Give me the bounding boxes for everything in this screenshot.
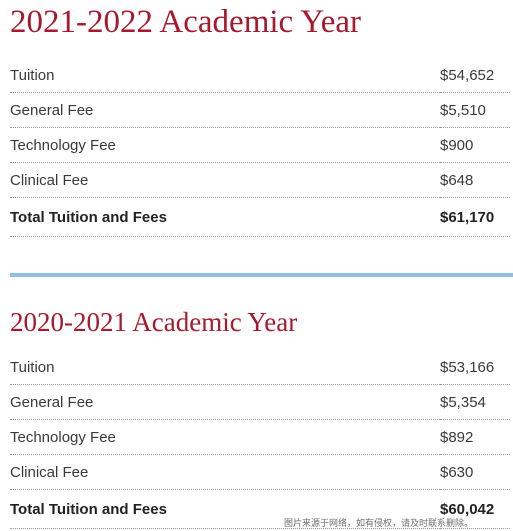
total-amount: $61,170 [440,197,510,237]
fee-label: Technology Fee [10,419,440,455]
fee-table: Tuition $53,166 General Fee $5,354 Techn… [10,350,510,529]
table-row: General Fee $5,354 [10,384,510,420]
section-title: 2021-2022 Academic Year [10,4,362,40]
table-row: Tuition $53,166 [10,350,510,385]
fee-label: Tuition [10,58,440,93]
fee-label: Tuition [10,350,440,385]
fee-amount: $54,652 [440,58,510,93]
fee-amount: $630 [440,454,510,490]
fee-amount: $5,354 [440,384,510,420]
fee-label: Clinical Fee [10,454,440,490]
academic-year-section-2020-2021: 2020-2021 Academic Year Tuition $53,166 … [10,300,510,529]
table-row: Tuition $54,652 [10,58,510,93]
total-label: Total Tuition and Fees [10,197,440,237]
total-label: Total Tuition and Fees [10,489,440,529]
fee-label: General Fee [10,92,440,128]
total-row: Total Tuition and Fees $60,042 [10,489,510,529]
fee-amount: $53,166 [440,350,510,385]
fee-amount: $900 [440,127,510,163]
table-row: Technology Fee $900 [10,127,510,163]
fee-table: Tuition $54,652 General Fee $5,510 Techn… [10,58,510,237]
total-row: Total Tuition and Fees $61,170 [10,197,510,237]
table-row: Clinical Fee $630 [10,454,510,490]
fee-label: Technology Fee [10,127,440,163]
table-row: General Fee $5,510 [10,92,510,128]
watermark-text: 图片来源于网络，如有侵权，请及时联系删除。 [283,519,473,529]
academic-year-section-2021-2022: 2021-2022 Academic Year Tuition $54,652 … [10,0,510,237]
fee-label: Clinical Fee [10,162,440,198]
section-title: 2020-2021 Academic Year [10,307,298,337]
fee-label: General Fee [10,384,440,420]
fee-amount: $892 [440,419,510,455]
fee-amount: $5,510 [440,92,510,128]
table-row: Technology Fee $892 [10,419,510,455]
table-row: Clinical Fee $648 [10,162,510,198]
section-divider [10,273,513,277]
total-amount: $60,042 [440,489,510,529]
fee-amount: $648 [440,162,510,198]
